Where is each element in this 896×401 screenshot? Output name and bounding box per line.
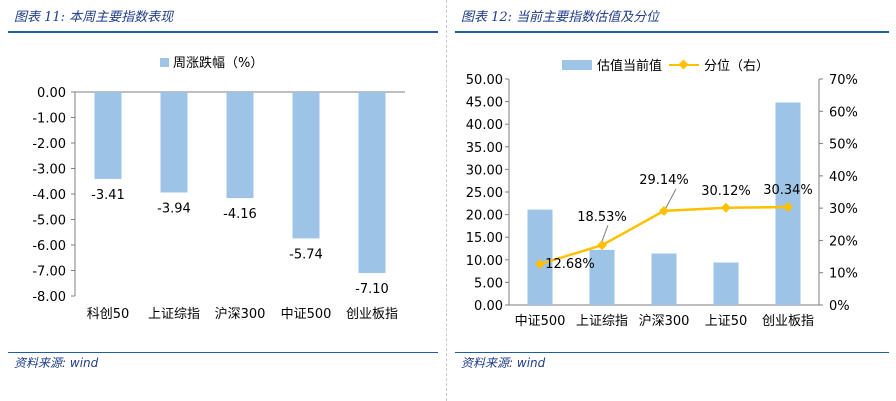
percentile-marker <box>597 240 607 251</box>
source-rule <box>8 352 438 353</box>
bar-中证500 <box>292 92 320 239</box>
percentile-marker <box>783 202 793 212</box>
legend-swatch-bar <box>562 60 592 70</box>
y-tick-label-right: 0% <box>829 299 850 314</box>
x-tick-label: 创业板指 <box>346 307 398 322</box>
y-tick-label-left: 0.00 <box>474 299 503 314</box>
x-tick-label: 科创50 <box>87 307 130 322</box>
legend-marker <box>678 59 689 70</box>
y-tick-label: -7.00 <box>32 265 66 280</box>
y-tick-label: -3.00 <box>32 163 66 178</box>
bar-上证综指 <box>589 249 615 305</box>
legend-swatch <box>160 58 169 67</box>
x-tick-label: 沪深300 <box>639 313 690 329</box>
y-tick-label-left: 40.00 <box>466 118 503 133</box>
legend-label: 周涨跌幅（%） <box>173 55 263 71</box>
leader-line <box>665 188 677 209</box>
source-rule <box>455 352 889 353</box>
chart-title: 图表 12: 当前主要指数估值及分位 <box>461 10 660 25</box>
legend-label: 估值当前值 <box>597 58 662 74</box>
weekly-change-chart: 周涨跌幅（%） 0.00 -1.00 -2.00 -3.00 -4.00 -5.00 -6.0… <box>32 55 405 322</box>
x-tick-label: 上证综指 <box>148 307 200 322</box>
valuation-chart: 估值当前值 分位（右） 0.00 5.00 10.00 15.00 20.00 25.00 30… <box>466 58 858 329</box>
percentile-label: 12.68% <box>545 257 595 272</box>
x-tick-label: 上证50 <box>705 314 748 329</box>
y-tick-label-left: 15.00 <box>466 231 503 246</box>
y-tick-label: -8.00 <box>32 290 66 305</box>
y-tick-label-left: 35.00 <box>466 141 503 156</box>
percentile-label: 30.34% <box>763 183 813 198</box>
chart-title: 图表 11: 本周主要指数表现 <box>14 10 174 25</box>
source-note: 资料来源: wind <box>14 354 98 371</box>
bar-上证50 <box>713 262 739 305</box>
percentile-label: 30.12% <box>701 184 751 199</box>
y-tick-label-right: 70% <box>829 73 858 88</box>
leader-line <box>601 224 609 242</box>
x-tick-label: 上证综指 <box>576 314 628 329</box>
y-tick-label-right: 20% <box>829 234 858 249</box>
bar-沪深300 <box>651 253 677 305</box>
y-tick-label-left: 25.00 <box>466 186 503 201</box>
bar-上证综指 <box>160 92 188 193</box>
y-tick-label: 0.00 <box>37 86 66 101</box>
y-tick-label: -6.00 <box>32 239 66 254</box>
title-rule <box>455 31 889 33</box>
panel-weekly-performance: 图表 11: 本周主要指数表现 周涨跌幅（%） 0.00 -1.00 -2.00 -3.… <box>0 0 446 401</box>
bar-中证500 <box>527 209 553 305</box>
data-label: -3.41 <box>91 188 125 203</box>
y-tick-label: -4.00 <box>32 188 66 203</box>
source-value: wind <box>516 356 546 370</box>
y-tick-label: -5.00 <box>32 214 66 229</box>
legend-label: 分位（右） <box>704 59 769 74</box>
x-tick-label: 沪深300 <box>215 306 266 322</box>
percentile-marker <box>721 202 731 213</box>
source-value: wind <box>69 356 99 370</box>
source-label: 资料来源: <box>461 356 514 370</box>
y-tick-label-left: 45.00 <box>466 96 503 111</box>
y-tick-label-right: 30% <box>829 202 858 217</box>
source-label: 资料来源: <box>14 356 67 370</box>
bar-科创50 <box>94 92 122 179</box>
y-tick-label-right: 40% <box>829 170 858 185</box>
percentile-marker <box>659 205 669 216</box>
bar-沪深300 <box>226 92 254 199</box>
data-label: -5.74 <box>289 247 323 262</box>
source-note: 资料来源: wind <box>461 354 545 371</box>
y-tick-label-right: 60% <box>829 105 858 120</box>
data-label: -3.94 <box>157 201 191 216</box>
y-tick-label-left: 20.00 <box>466 209 503 224</box>
y-tick-label-right: 10% <box>829 267 858 282</box>
y-tick-label-left: 5.00 <box>474 276 503 291</box>
percentile-label: 29.14% <box>639 173 689 188</box>
bar-创业板指 <box>358 92 386 274</box>
x-tick-label: 中证500 <box>281 307 332 322</box>
y-tick-label: -1.00 <box>32 112 66 127</box>
data-label: -7.10 <box>355 282 389 297</box>
percentile-marker <box>535 259 545 270</box>
data-label: -4.16 <box>223 207 257 222</box>
title-rule <box>8 31 438 33</box>
y-tick-label-right: 50% <box>829 138 858 153</box>
y-tick-label-left: 30.00 <box>466 163 503 178</box>
percentile-label: 18.53% <box>577 210 627 225</box>
x-tick-label: 中证500 <box>515 314 566 329</box>
y-tick-label: -2.00 <box>32 137 66 152</box>
x-tick-label: 创业板指 <box>762 314 814 329</box>
y-tick-label-left: 50.00 <box>466 73 503 88</box>
panel-valuation: 图表 12: 当前主要指数估值及分位 估值当前值 分位（右） 0.00 5.00 10.… <box>446 0 896 401</box>
y-tick-label-left: 10.00 <box>466 254 503 269</box>
